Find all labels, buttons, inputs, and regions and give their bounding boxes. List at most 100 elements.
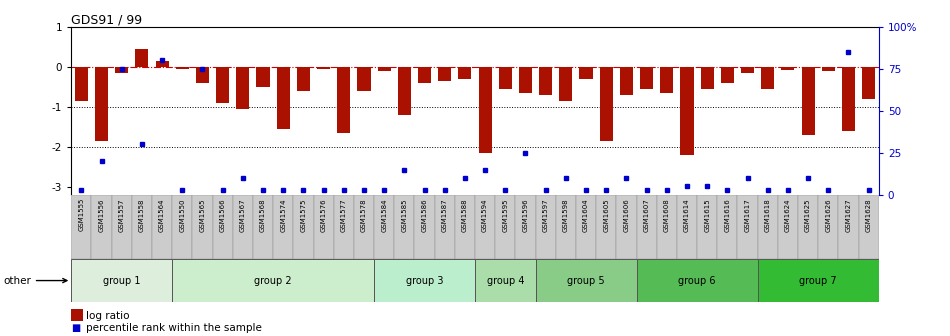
Text: percentile rank within the sample: percentile rank within the sample xyxy=(86,323,261,333)
Bar xyxy=(192,195,213,259)
Bar xyxy=(761,67,774,89)
Text: GSM1617: GSM1617 xyxy=(745,198,751,232)
Bar xyxy=(499,67,512,89)
Bar xyxy=(414,195,434,259)
Text: GSM1577: GSM1577 xyxy=(341,198,347,232)
Bar xyxy=(237,67,250,109)
Bar xyxy=(758,259,879,302)
Bar xyxy=(253,195,274,259)
Bar xyxy=(377,67,390,71)
Bar xyxy=(91,195,112,259)
Text: GSM1576: GSM1576 xyxy=(320,198,327,232)
Text: group 3: group 3 xyxy=(406,276,444,286)
Text: log ratio: log ratio xyxy=(86,311,129,321)
Bar xyxy=(656,195,676,259)
Bar xyxy=(717,195,737,259)
Bar xyxy=(172,195,192,259)
Text: other: other xyxy=(3,276,66,286)
Text: GSM1550: GSM1550 xyxy=(180,198,185,232)
Text: GSM1614: GSM1614 xyxy=(684,198,690,232)
Text: group 4: group 4 xyxy=(486,276,524,286)
Text: GSM1584: GSM1584 xyxy=(381,198,388,232)
Text: GSM1625: GSM1625 xyxy=(805,198,811,232)
Bar xyxy=(475,195,495,259)
Bar xyxy=(132,195,152,259)
Bar xyxy=(697,195,717,259)
Text: GSM1595: GSM1595 xyxy=(503,198,508,232)
Bar xyxy=(838,195,859,259)
Bar xyxy=(741,67,754,73)
Bar xyxy=(842,67,855,131)
Bar xyxy=(71,259,172,302)
Text: GSM1566: GSM1566 xyxy=(219,198,226,232)
Bar xyxy=(560,67,573,101)
Bar xyxy=(314,195,333,259)
Text: group 7: group 7 xyxy=(799,276,837,286)
Bar xyxy=(758,195,778,259)
Text: GSM1575: GSM1575 xyxy=(300,198,307,232)
Bar xyxy=(71,195,91,259)
Bar xyxy=(233,195,253,259)
Bar xyxy=(580,67,593,79)
Text: GSM1568: GSM1568 xyxy=(260,198,266,232)
Bar xyxy=(394,195,414,259)
Text: GSM1574: GSM1574 xyxy=(280,198,286,232)
Text: GSM1587: GSM1587 xyxy=(442,198,447,232)
Bar xyxy=(374,259,475,302)
Bar xyxy=(640,67,654,89)
Bar xyxy=(374,195,394,259)
Bar xyxy=(256,67,270,87)
Text: GSM1628: GSM1628 xyxy=(865,198,872,232)
Bar xyxy=(276,67,290,129)
Text: GSM1557: GSM1557 xyxy=(119,198,124,232)
Text: GSM1606: GSM1606 xyxy=(623,198,630,232)
Bar xyxy=(418,67,431,83)
Text: GSM1556: GSM1556 xyxy=(99,198,104,232)
Bar xyxy=(495,195,515,259)
Bar xyxy=(619,67,633,95)
Bar xyxy=(353,195,374,259)
Bar xyxy=(599,67,613,141)
Text: GSM1596: GSM1596 xyxy=(522,198,528,232)
Bar xyxy=(676,195,697,259)
Text: GSM1607: GSM1607 xyxy=(643,198,650,232)
Bar xyxy=(660,67,674,93)
Text: GSM1608: GSM1608 xyxy=(664,198,670,232)
Text: ■: ■ xyxy=(71,323,81,333)
Bar xyxy=(438,67,451,81)
Text: GSM1567: GSM1567 xyxy=(239,198,246,232)
Bar xyxy=(112,195,132,259)
Text: GSM1627: GSM1627 xyxy=(846,198,851,232)
Bar xyxy=(475,259,536,302)
Bar xyxy=(617,195,637,259)
Bar xyxy=(479,67,492,153)
Text: group 6: group 6 xyxy=(678,276,715,286)
Bar xyxy=(536,195,556,259)
Bar xyxy=(333,195,353,259)
Bar xyxy=(176,67,189,69)
Text: GSM1597: GSM1597 xyxy=(542,198,549,232)
Bar xyxy=(700,67,713,89)
Bar xyxy=(458,67,471,79)
Text: GSM1565: GSM1565 xyxy=(200,198,205,232)
Bar xyxy=(152,195,172,259)
Text: GSM1555: GSM1555 xyxy=(78,198,85,232)
Bar xyxy=(802,67,815,135)
Text: GSM1615: GSM1615 xyxy=(704,198,711,232)
Bar xyxy=(216,67,229,103)
Bar xyxy=(781,67,794,70)
Bar xyxy=(172,259,374,302)
Bar xyxy=(357,67,370,91)
Text: GSM1588: GSM1588 xyxy=(462,198,468,232)
Bar xyxy=(75,67,88,101)
Bar xyxy=(213,195,233,259)
Bar xyxy=(737,195,758,259)
Bar xyxy=(156,61,169,67)
Bar xyxy=(536,259,636,302)
Bar xyxy=(721,67,734,83)
Text: GSM1605: GSM1605 xyxy=(603,198,609,232)
Text: GSM1586: GSM1586 xyxy=(422,198,428,232)
Text: group 1: group 1 xyxy=(103,276,141,286)
Text: GSM1618: GSM1618 xyxy=(765,198,770,232)
Bar xyxy=(576,195,597,259)
